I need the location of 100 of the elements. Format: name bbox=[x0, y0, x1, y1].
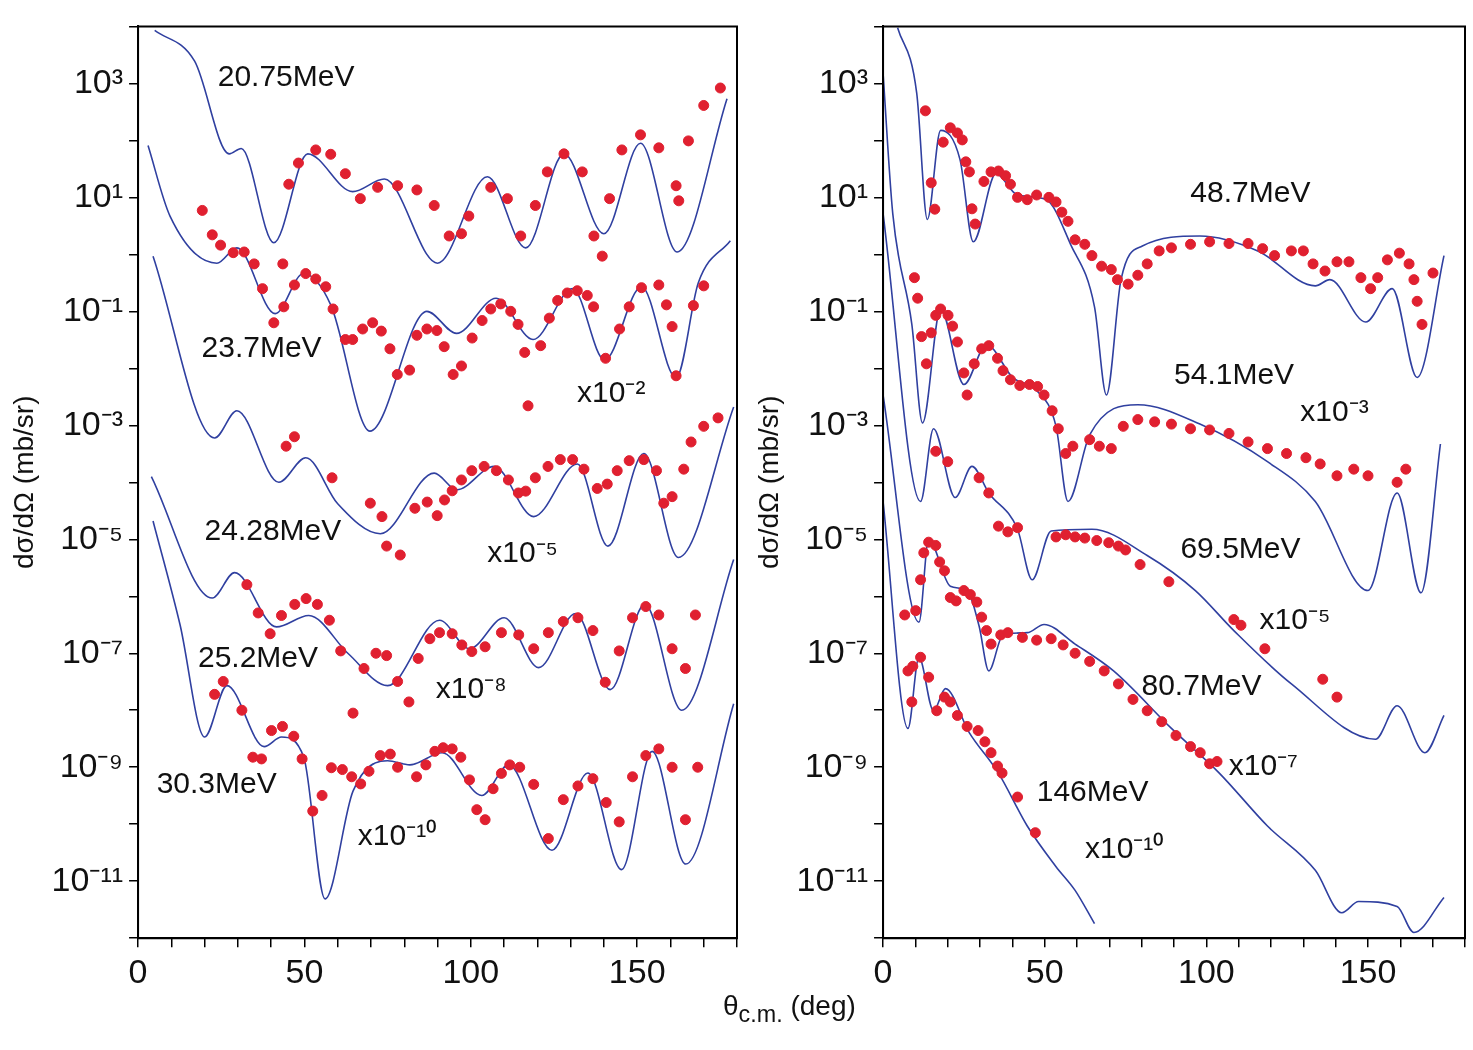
point bbox=[375, 325, 387, 337]
annotation: 146MeV bbox=[1036, 773, 1149, 807]
point bbox=[971, 596, 983, 608]
point bbox=[951, 127, 963, 139]
point bbox=[1400, 463, 1412, 475]
point bbox=[372, 181, 384, 193]
point bbox=[1228, 614, 1240, 626]
point bbox=[1079, 532, 1091, 544]
point bbox=[412, 652, 424, 664]
annotation: 48.7MeV bbox=[1190, 174, 1311, 208]
point bbox=[1079, 238, 1091, 250]
x-axis-title: θ$_{c.m.}$ (deg) bbox=[723, 990, 856, 1028]
point bbox=[1084, 655, 1096, 667]
point bbox=[1411, 295, 1423, 307]
point bbox=[466, 646, 478, 658]
point bbox=[627, 612, 639, 624]
point bbox=[587, 625, 599, 637]
point bbox=[535, 340, 547, 352]
point bbox=[937, 136, 949, 148]
point bbox=[409, 502, 421, 514]
point bbox=[1031, 189, 1043, 201]
point bbox=[915, 651, 927, 663]
point bbox=[1331, 691, 1343, 703]
point bbox=[316, 789, 328, 801]
point bbox=[325, 148, 337, 160]
point bbox=[209, 688, 221, 700]
point bbox=[1372, 272, 1384, 284]
point bbox=[591, 482, 603, 494]
point bbox=[944, 122, 956, 134]
point bbox=[1016, 631, 1028, 643]
line-series bbox=[147, 144, 732, 432]
point bbox=[1004, 374, 1016, 386]
y-axis-title: dσ/dΩ (mb/sr) bbox=[7, 395, 39, 570]
point bbox=[964, 589, 976, 601]
point bbox=[515, 230, 527, 242]
point bbox=[678, 463, 690, 475]
y-tick-label: 10⁻¹ bbox=[807, 289, 869, 328]
point bbox=[236, 704, 248, 716]
point bbox=[561, 287, 573, 299]
point bbox=[1105, 443, 1117, 455]
point bbox=[1093, 440, 1105, 452]
point bbox=[403, 696, 415, 708]
point bbox=[613, 816, 625, 828]
line-series bbox=[150, 475, 735, 712]
point bbox=[689, 609, 701, 621]
point bbox=[685, 436, 697, 448]
point bbox=[1021, 194, 1033, 206]
point bbox=[238, 246, 250, 258]
point bbox=[918, 547, 930, 559]
point bbox=[543, 312, 555, 324]
point bbox=[915, 574, 927, 586]
point bbox=[950, 595, 962, 607]
point bbox=[1165, 242, 1177, 254]
point bbox=[653, 609, 665, 621]
point bbox=[1084, 434, 1096, 446]
point bbox=[919, 105, 931, 117]
point bbox=[557, 794, 569, 806]
annotation: x10⁻³ bbox=[1300, 394, 1369, 428]
point bbox=[969, 218, 981, 230]
annotation: x10⁻⁵ bbox=[487, 534, 559, 568]
point bbox=[357, 323, 369, 335]
point bbox=[434, 627, 446, 639]
y-tick-label: 10⁻⁷ bbox=[61, 631, 124, 670]
point bbox=[1285, 245, 1297, 257]
point bbox=[311, 598, 323, 610]
point bbox=[636, 282, 647, 294]
point bbox=[558, 148, 570, 160]
point bbox=[542, 460, 554, 472]
line-series bbox=[896, 26, 1445, 396]
point bbox=[428, 199, 440, 211]
point bbox=[968, 358, 980, 370]
point bbox=[327, 303, 339, 315]
point bbox=[1185, 238, 1197, 250]
point bbox=[985, 638, 997, 650]
point bbox=[364, 497, 376, 509]
point bbox=[997, 365, 1009, 377]
annotation: 54.1MeV bbox=[1174, 356, 1295, 390]
point bbox=[679, 663, 691, 675]
point bbox=[581, 289, 593, 301]
point bbox=[1056, 206, 1068, 218]
annotation: 24.28MeV bbox=[204, 512, 342, 546]
point bbox=[370, 647, 382, 659]
x-tick-label: 50 bbox=[1025, 951, 1064, 990]
point bbox=[1281, 448, 1293, 460]
point bbox=[1355, 272, 1367, 284]
line-series bbox=[153, 29, 728, 264]
point bbox=[929, 203, 941, 215]
y-tick-label: 10⁻¹ bbox=[62, 289, 124, 328]
point bbox=[1416, 318, 1428, 330]
x-tick-label: 0 bbox=[128, 951, 148, 990]
y-tick-label: 10⁻⁷ bbox=[806, 631, 869, 670]
point bbox=[1057, 639, 1069, 651]
point bbox=[906, 696, 918, 708]
y-axis-title: dσ/dΩ (mb/sr) bbox=[752, 395, 784, 570]
point bbox=[355, 778, 367, 790]
point bbox=[542, 833, 554, 845]
point bbox=[1091, 535, 1103, 547]
point bbox=[1132, 269, 1144, 281]
point bbox=[495, 298, 507, 310]
x-tick-label: 50 bbox=[285, 951, 324, 990]
